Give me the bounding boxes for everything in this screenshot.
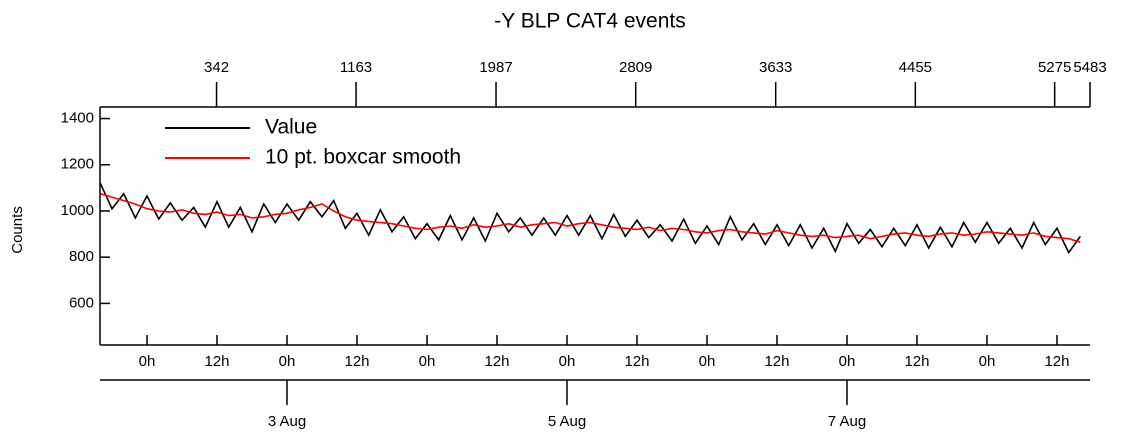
top-tick-label: 1987	[479, 59, 512, 76]
x-tick-label: 0h	[699, 353, 716, 370]
y-tick-label: 1200	[61, 156, 94, 173]
x-tick-label: 0h	[419, 353, 436, 370]
top-tick-label: 1163	[340, 59, 372, 76]
series-line	[100, 192, 1081, 243]
x-tick-label: 0h	[559, 353, 576, 370]
top-tick-label: 5275	[1038, 59, 1071, 76]
y-tick-label: 600	[69, 294, 94, 311]
top-tick-label: 4455	[899, 59, 932, 76]
x-tick-label: 12h	[344, 353, 369, 370]
legend-label: 10 pt. boxcar smooth	[265, 146, 461, 169]
x-tick-label: 12h	[624, 353, 649, 370]
x-tick-label: 12h	[484, 353, 509, 370]
x-tick-label: 0h	[979, 353, 996, 370]
date-tick-label: 5 Aug	[548, 413, 586, 430]
x-tick-label: 12h	[764, 353, 789, 370]
legend-label: Value	[265, 116, 317, 139]
top-tick-label: 5483	[1073, 59, 1106, 76]
y-axis-label: Counts	[9, 206, 26, 254]
x-tick-label: 0h	[279, 353, 296, 370]
x-tick-label: 0h	[139, 353, 156, 370]
y-tick-label: 1400	[61, 110, 94, 127]
series-line	[100, 182, 1081, 255]
x-tick-label: 12h	[904, 353, 929, 370]
y-tick-label: 800	[69, 248, 94, 265]
x-tick-label: 12h	[204, 353, 229, 370]
top-tick-label: 342	[204, 59, 229, 76]
plot-area	[100, 182, 1081, 255]
top-tick-label: 2809	[619, 59, 652, 76]
date-tick-label: 3 Aug	[268, 413, 306, 430]
y-tick-label: 1000	[61, 202, 94, 219]
x-tick-label: 0h	[839, 353, 856, 370]
chart-title: -Y BLP CAT4 events	[494, 10, 685, 33]
x-tick-label: 12h	[1044, 353, 1069, 370]
top-tick-label: 3633	[759, 59, 792, 76]
date-tick-label: 7 Aug	[828, 413, 866, 430]
